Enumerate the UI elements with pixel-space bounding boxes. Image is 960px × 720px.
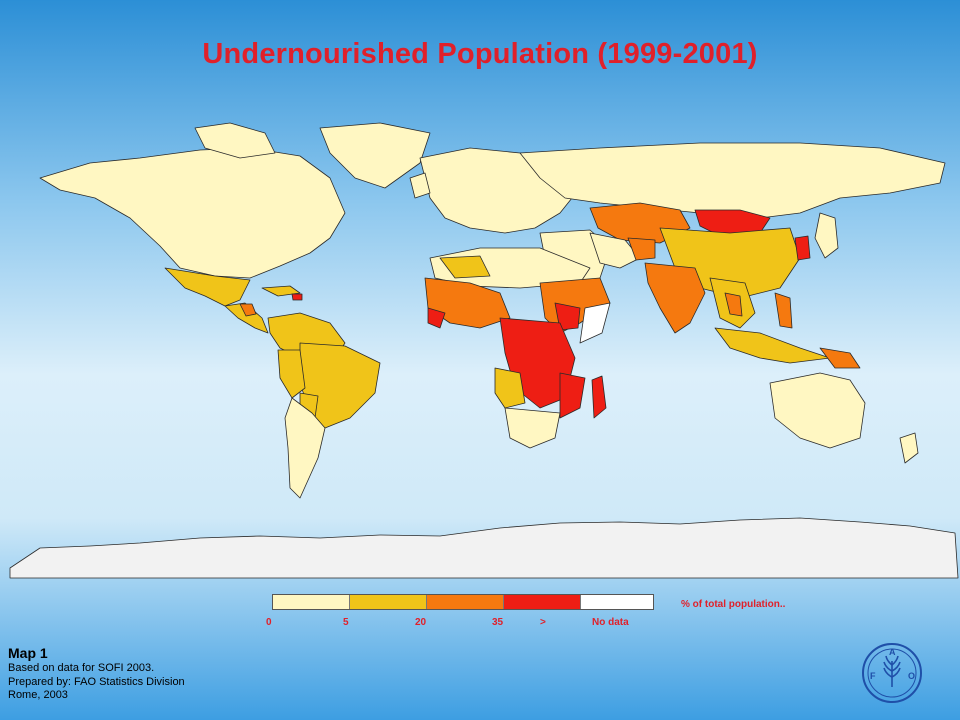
map-number-label: Map 1 (8, 645, 48, 661)
region-korea (794, 235, 811, 261)
region-mozambique (559, 372, 586, 419)
region-southern-cone (284, 397, 326, 499)
region-nicaragua-honduras (239, 303, 257, 317)
region-ethiopia-eritrea (554, 302, 581, 331)
region-mexico (164, 267, 251, 307)
region-uk (409, 172, 431, 199)
legend-swatch-20-35 (427, 595, 504, 609)
region-greenland (319, 122, 431, 189)
region-sahel-yellow (439, 255, 491, 279)
region-laos-cambodia (724, 292, 743, 317)
legend-tick-0: 0 (266, 617, 272, 628)
world-map (9, 122, 959, 579)
map-title: Undernourished Population (1999-2001) (202, 38, 758, 70)
region-southern-africa (504, 407, 561, 449)
legend-tick-20: 20 (415, 617, 427, 628)
legend-swatch-no-data (581, 595, 653, 609)
region-canada-islands (194, 122, 276, 159)
region-angola (494, 367, 526, 409)
region-haiti (291, 293, 303, 301)
fao-logo-icon: F A O (862, 643, 922, 703)
region-caribbean (261, 285, 301, 297)
region-brazil (299, 342, 381, 429)
region-sierra-leone-liberia (427, 307, 446, 329)
svg-text:O: O (908, 671, 915, 681)
region-iran (589, 232, 641, 269)
legend-tick-5: 5 (343, 617, 349, 628)
legend-bar (272, 594, 654, 610)
legend-swatch-5-20 (350, 595, 427, 609)
region-indonesia (714, 327, 831, 364)
region-central-america (224, 302, 269, 334)
region-india (644, 262, 706, 334)
region-papua (819, 347, 861, 369)
region-afghanistan (627, 237, 656, 261)
svg-text:A: A (889, 647, 896, 657)
region-new-zealand (899, 432, 919, 464)
legend-swatch-0-5 (273, 595, 350, 609)
svg-text:F: F (870, 671, 876, 681)
source-note: Based on data for SOFI 2003. (8, 662, 155, 674)
legend-tick-35: 35 (492, 617, 504, 628)
map-notes: Map 1 Based on data for SOFI 2003. Prepa… (8, 645, 185, 703)
region-philippines (774, 292, 793, 329)
region-horn-of-africa (539, 277, 611, 334)
region-madagascar (591, 375, 607, 419)
region-antarctica (9, 517, 959, 579)
region-japan (814, 212, 839, 259)
region-australia (769, 372, 866, 449)
legend-swatch-35-plus (504, 595, 581, 609)
legend-tick-no-data: No data (592, 617, 629, 628)
region-bolivia-peru (277, 349, 306, 399)
region-somalia (579, 302, 611, 344)
legend-tick-gt: > (540, 617, 546, 628)
region-russia (519, 142, 946, 219)
prepared-by-note: Prepared by: FAO Statistics Division (8, 675, 185, 688)
region-north-america (39, 147, 346, 279)
place-date-note: Rome, 2003 (8, 689, 68, 701)
legend-caption: % of total population.. (681, 599, 786, 610)
